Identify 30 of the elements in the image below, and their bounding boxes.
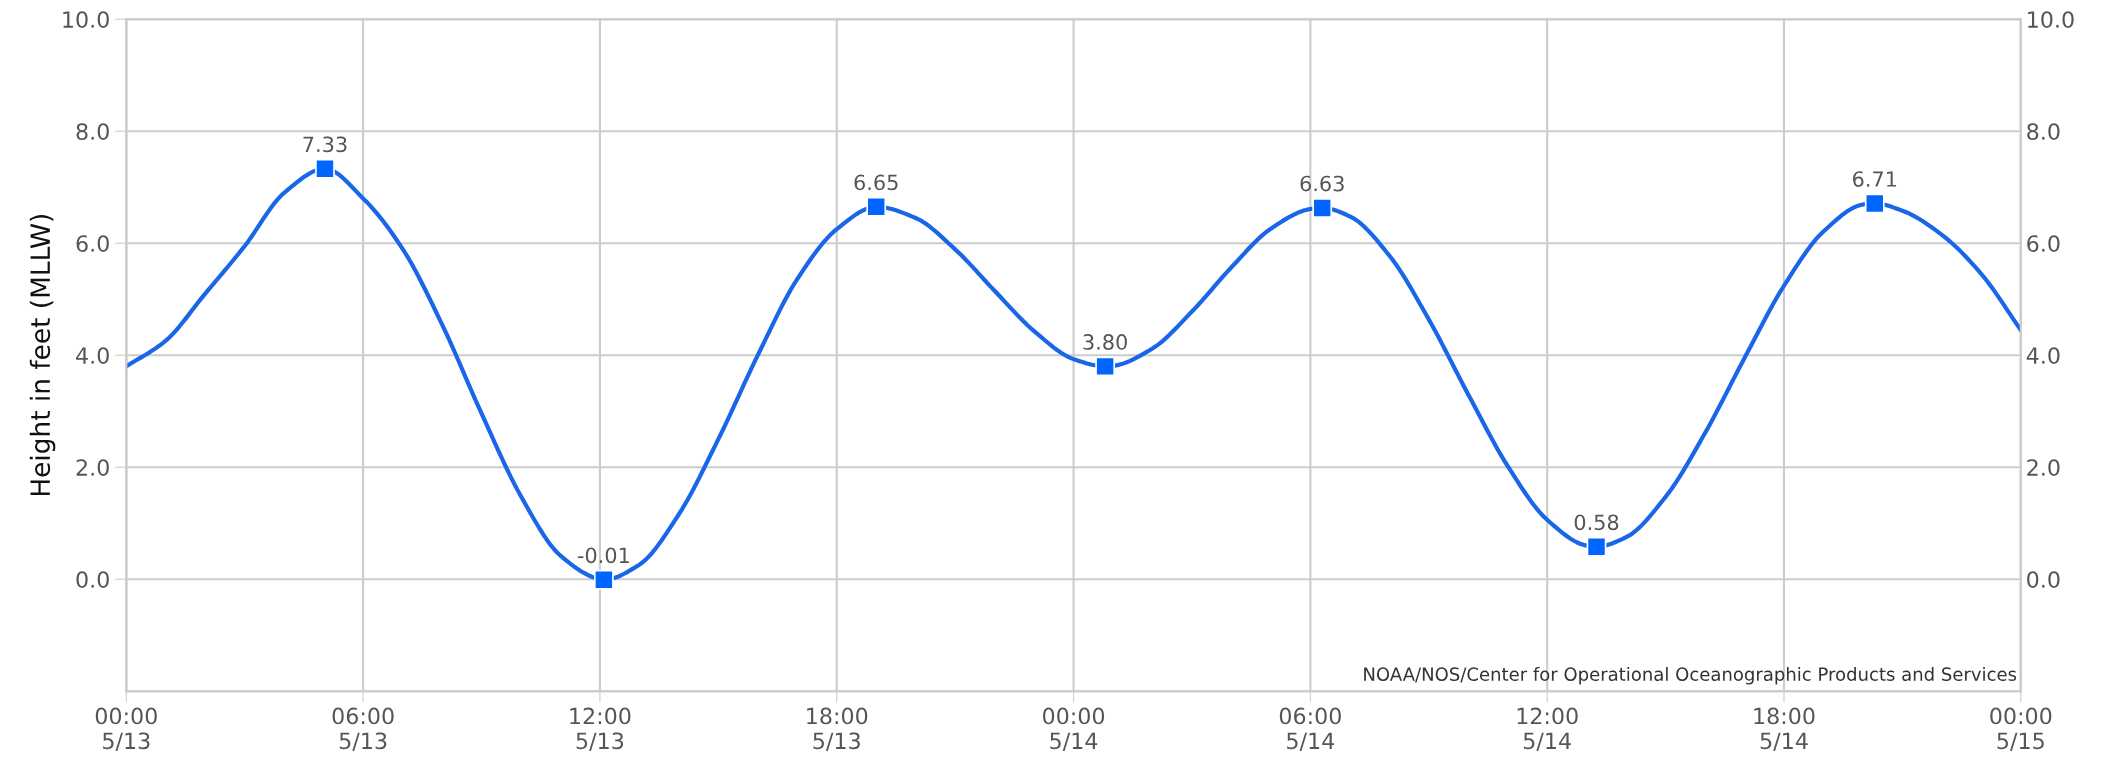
x-tick-label: 18:00 5/13 <box>807 707 868 751</box>
x-tick-label: 12:00 5/14 <box>1517 707 1578 751</box>
x-tick-label: 06:00 5/14 <box>1279 707 1341 751</box>
annotation: NOAA/NOS/Center for Operational Oceanographic Products and Services <box>1364 667 2017 685</box>
y2-tick-label: 8.0 <box>2027 123 2060 140</box>
data-label: 6.63 <box>1300 175 1344 192</box>
data-label: 7.33 <box>303 136 347 153</box>
y2-tick-label: 10.0 <box>2028 11 2074 28</box>
y-tick-label: 0.0 <box>76 571 109 588</box>
y-tick-label: 6.0 <box>76 235 109 252</box>
x-tick-label: 12:00 5/13 <box>570 707 631 751</box>
y-tick-label: 8.0 <box>76 123 109 140</box>
y2-tick-label: 0.0 <box>2027 571 2060 588</box>
y2-tick-label: 4.0 <box>2026 347 2060 364</box>
x-tick-label: 18:00 5/14 <box>1754 707 1815 751</box>
y-tick-label: 2.0 <box>76 459 109 476</box>
x-tick-label: 00:00 5/14 <box>1042 707 1105 751</box>
data-label: 6.71 <box>1853 171 1897 187</box>
x-tick-label: 06:00 5/13 <box>332 707 394 751</box>
x-tick-label: 00:00 5/15 <box>1990 707 2052 751</box>
y2-tick-label: 6.0 <box>2027 235 2060 252</box>
y-tick-label: 4.0 <box>76 347 109 364</box>
data-label: 3.80 <box>1083 334 1127 350</box>
data-label: 6.65 <box>854 174 898 191</box>
y-axis-title: Height in feet (MLLW) <box>29 214 56 496</box>
y2-tick-label: 2.0 <box>2027 459 2060 476</box>
data-label: 0.58 <box>1574 514 1619 531</box>
x-tick-label: 00:00 5/13 <box>95 707 157 751</box>
data-label: -0.01 <box>577 547 629 564</box>
y-tick-label: 10.0 <box>63 11 109 28</box>
